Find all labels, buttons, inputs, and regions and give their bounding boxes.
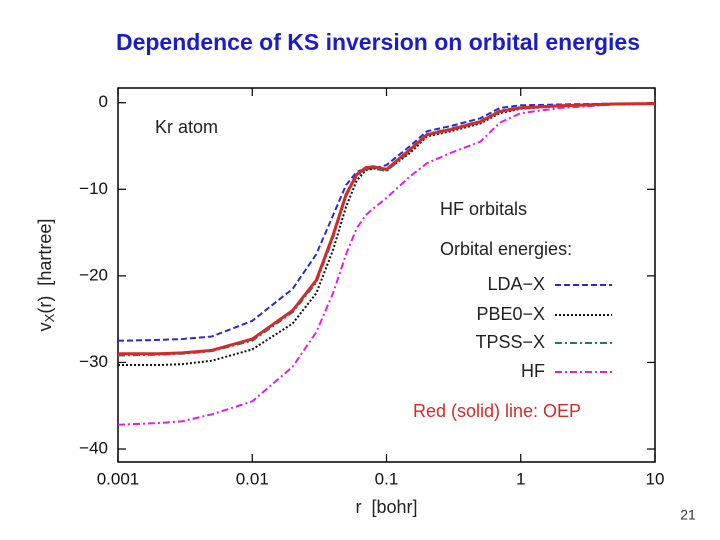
y-label-main: v	[35, 322, 55, 331]
y-tick-label: −20	[79, 265, 108, 284]
y-tick-label: −40	[79, 438, 108, 457]
page-number: 21	[680, 507, 696, 523]
series-line	[117, 102, 655, 342]
chart: −40 −30 −20 −10 0 0.001 0.01 0.1 1 10 r [bohr] vX(r…	[35, 87, 665, 517]
x-tick-label: 0.1	[375, 469, 399, 488]
annotation: HF orbitals	[440, 199, 527, 219]
legend-label: PBE0−X	[476, 304, 545, 324]
x-tick-label: 0.01	[236, 469, 269, 488]
y-tick-label: −10	[79, 179, 108, 198]
series-line	[117, 102, 656, 357]
x-tick-label: 0.001	[97, 469, 140, 488]
annotation: Kr atom	[155, 117, 218, 137]
y-tick-label: 0	[99, 92, 108, 111]
legend-label: HF	[521, 361, 545, 381]
y-label-rest: (r) [hartree]	[35, 219, 55, 314]
y-label-sub: X	[42, 313, 57, 322]
legend-label: LDA−X	[487, 274, 545, 294]
legend-label: TPSS−X	[475, 332, 545, 352]
x-tick-label: 10	[646, 469, 665, 488]
y-axis-label: vX(r) [hartree]	[35, 219, 58, 332]
series-line	[117, 102, 656, 426]
series-line	[118, 102, 656, 367]
oep-note: Red (solid) line: OEP	[413, 401, 581, 421]
slide-title: Dependence of KS inversion on orbital en…	[116, 29, 640, 55]
series-line	[118, 102, 656, 356]
y-tick-label: −30	[79, 352, 108, 371]
x-tick-label: 1	[516, 469, 525, 488]
x-axis-label: r [bohr]	[355, 497, 417, 517]
annotation: Orbital energies:	[440, 239, 572, 259]
